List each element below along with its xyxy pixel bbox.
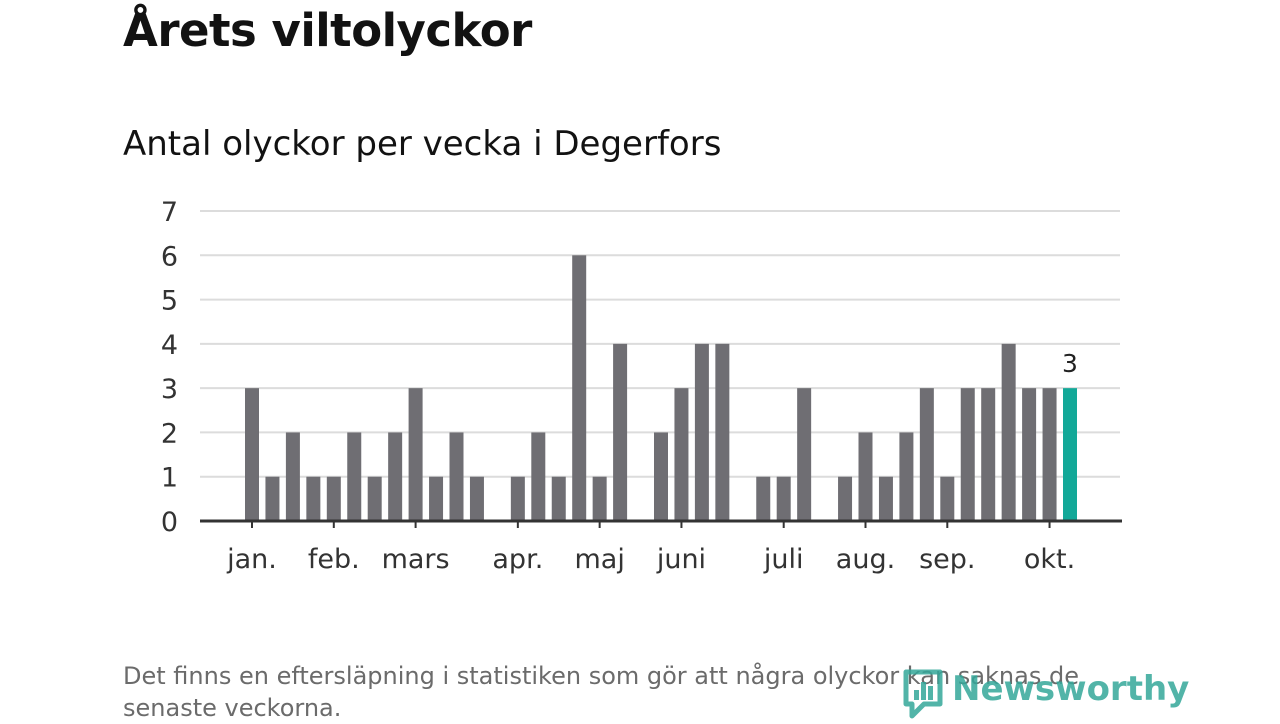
bar	[469, 476, 484, 521]
bar	[756, 476, 771, 521]
highlight-bar	[1063, 388, 1077, 521]
y-tick-label: 2	[161, 418, 178, 449]
x-tick-label: sep.	[919, 544, 975, 575]
bar	[531, 432, 546, 521]
bar	[899, 432, 914, 521]
chart-title: Årets viltolyckor	[123, 4, 532, 57]
bar	[613, 343, 628, 521]
bar	[510, 476, 525, 521]
x-tick-label: jan.	[226, 544, 277, 575]
bar	[285, 432, 300, 521]
x-tick-label: okt.	[1024, 544, 1075, 575]
bar	[858, 432, 873, 521]
bar	[592, 476, 607, 521]
bar	[960, 388, 975, 521]
x-tick-label: mars	[382, 544, 450, 575]
bar	[306, 476, 321, 521]
bar	[878, 476, 893, 521]
bar	[388, 432, 403, 521]
bar	[245, 388, 259, 521]
bar-chart: 0 1 2 3 4 5 6 7 jan. feb. mars apr. maj juni juli aug. s…	[161, 197, 1122, 575]
bar	[449, 432, 464, 521]
bar	[367, 476, 382, 521]
footnote: Det finns en eftersläpning i statistiken…	[123, 662, 1079, 722]
data-label: 3	[1062, 349, 1078, 378]
x-tick-label: aug.	[836, 544, 895, 575]
y-tick-label: 1	[161, 463, 178, 494]
x-tick-label: feb.	[308, 544, 360, 575]
bar	[654, 432, 668, 521]
newsworthy-brand: Newsworthy	[902, 668, 1189, 720]
x-tick-label: juni	[656, 544, 706, 575]
y-tick-label: 5	[161, 286, 178, 317]
y-tick-label: 7	[161, 197, 178, 228]
y-tick-label: 0	[161, 507, 178, 538]
bar	[326, 476, 341, 521]
brand-name: Newsworthy	[952, 669, 1190, 709]
x-tick-label: juli	[763, 544, 804, 575]
bar	[981, 388, 996, 521]
bar	[265, 476, 280, 521]
bar	[1001, 343, 1016, 521]
bar	[572, 255, 587, 522]
bar	[674, 388, 689, 521]
bar	[919, 388, 934, 521]
bar	[347, 432, 362, 521]
bar	[551, 476, 566, 521]
bar	[797, 388, 812, 521]
bar	[776, 476, 791, 521]
bar	[940, 476, 955, 521]
bar	[1022, 388, 1037, 521]
bar	[715, 343, 730, 521]
bar	[838, 476, 853, 521]
x-tick-label: apr.	[492, 544, 543, 575]
chart-subtitle: Antal olyckor per vecka i Degerfors	[123, 124, 722, 164]
bar	[429, 476, 444, 521]
newsworthy-logo-icon	[903, 669, 943, 719]
y-tick-label: 3	[161, 374, 178, 405]
y-tick-label: 6	[161, 241, 178, 272]
y-tick-label: 4	[161, 330, 178, 361]
x-tick-label: maj	[574, 544, 624, 575]
bar	[694, 343, 709, 521]
bar	[1042, 388, 1057, 521]
bar	[408, 388, 423, 521]
